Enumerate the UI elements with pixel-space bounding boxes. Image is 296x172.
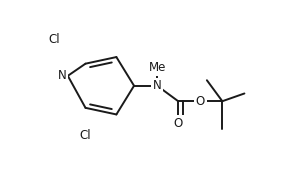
Text: N: N	[153, 79, 162, 92]
Text: O: O	[196, 95, 205, 108]
Text: N: N	[58, 69, 67, 82]
Text: Me: Me	[149, 61, 166, 74]
Text: O: O	[173, 117, 183, 130]
Text: Cl: Cl	[49, 33, 60, 46]
Text: Cl: Cl	[80, 129, 91, 142]
